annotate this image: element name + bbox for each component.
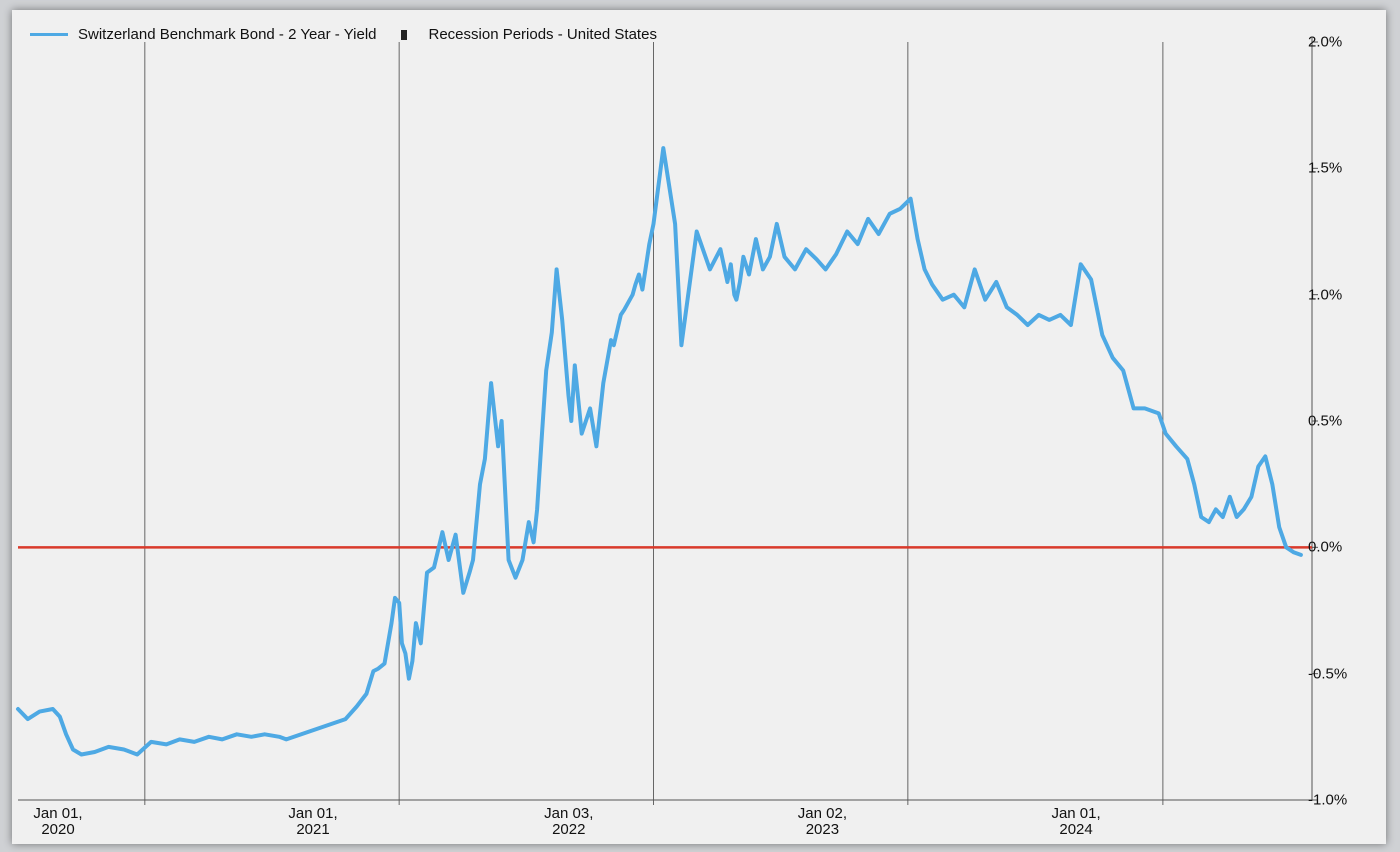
- y-tick-label: -1.0%: [1308, 791, 1348, 809]
- x-tick-label-line2: 2021: [296, 821, 330, 838]
- x-tick-label-line1: Jan 01,: [33, 805, 83, 822]
- x-tick-label: Jan 01, 2021: [253, 806, 373, 838]
- chart-frame: Switzerland Benchmark Bond - 2 Year - Yi…: [12, 10, 1386, 844]
- x-tick-label: Jan 01, 2024: [1016, 806, 1136, 838]
- y-tick-label: 2.0%: [1308, 33, 1343, 51]
- x-tick-label-line2: 2023: [805, 821, 840, 838]
- gridlines: [144, 42, 1164, 805]
- y-tick-label: 1.0%: [1308, 286, 1343, 304]
- x-tick-label-line2: 2020: [41, 821, 75, 838]
- y-tick-label: 0.0%: [1308, 538, 1343, 556]
- x-tick-label: Jan 03, 2022: [509, 806, 629, 838]
- x-tick-label-line1: Jan 03,: [544, 805, 594, 822]
- y-tick-label: 0.5%: [1308, 412, 1343, 430]
- legend-label-recession: Recession Periods - United States: [428, 26, 657, 43]
- chart-plot: [16, 38, 1318, 805]
- series-line-0: [16, 146, 1303, 757]
- x-tick-label-line1: Jan 02,: [797, 805, 848, 822]
- y-tick-label: -0.5%: [1308, 665, 1348, 683]
- x-tick-label: Jan 01, 2020: [0, 806, 118, 838]
- legend: Switzerland Benchmark Bond - 2 Year - Yi…: [30, 26, 657, 43]
- series-layer: [16, 146, 1303, 757]
- x-tick-label-line2: 2022: [552, 821, 586, 838]
- x-tick-label: Jan 02, 2023: [762, 806, 882, 838]
- legend-swatch-recession: [400, 29, 407, 40]
- legend-label-yield: Switzerland Benchmark Bond - 2 Year - Yi…: [78, 26, 377, 43]
- x-tick-label-line2: 2024: [1059, 821, 1093, 838]
- x-tick-label-line1: Jan 01,: [1051, 805, 1101, 822]
- legend-swatch-yield: [30, 33, 68, 36]
- y-tick-label: 1.5%: [1308, 159, 1343, 177]
- axes: [18, 38, 1318, 801]
- x-tick-label-line1: Jan 01,: [288, 805, 338, 822]
